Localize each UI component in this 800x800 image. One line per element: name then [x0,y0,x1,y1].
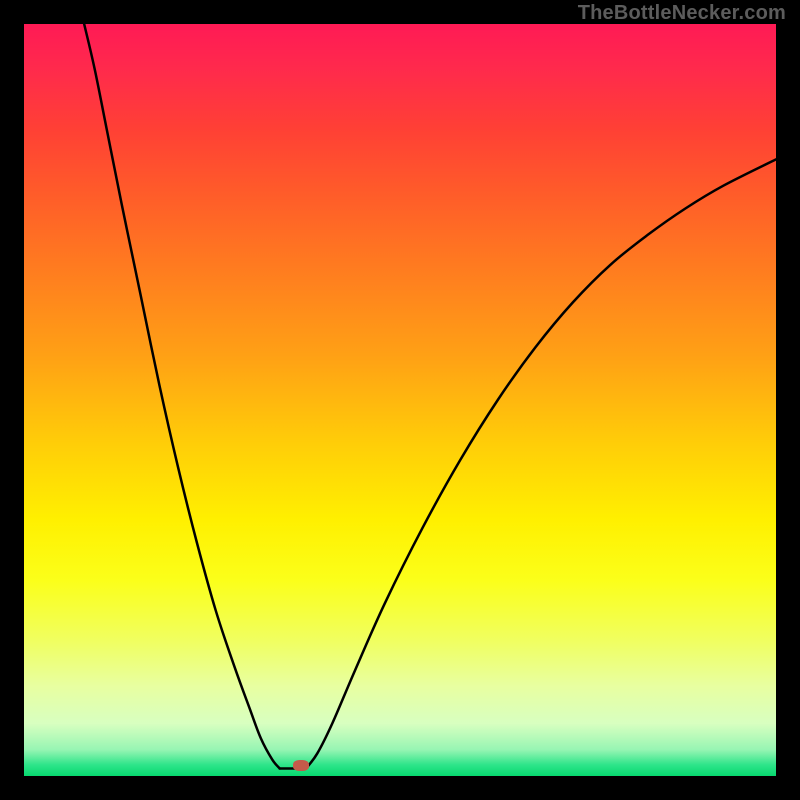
chart-frame: TheBottleNecker.com [0,0,800,800]
gradient-background [24,24,776,776]
plot-area [24,24,776,776]
optimum-marker [293,760,309,771]
watermark-label: TheBottleNecker.com [578,2,786,25]
